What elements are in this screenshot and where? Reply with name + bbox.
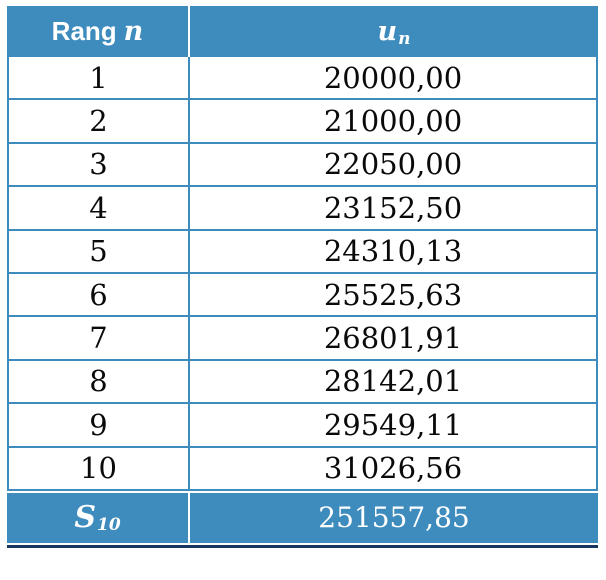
value-cell: 20000,00	[323, 60, 463, 95]
column-header-rank: Rang n	[7, 6, 190, 57]
total-value-cell: 251557,85	[318, 501, 470, 535]
value-cell: 31026,56	[323, 451, 463, 486]
rank-cell: 10	[9, 447, 190, 489]
rank-cell: 8	[9, 360, 190, 403]
table-row: 9 29549,11	[9, 404, 596, 448]
value-cell: 28142,01	[323, 364, 463, 399]
table-row: 3 22050,00	[9, 143, 596, 188]
un-header-variable: u	[377, 16, 398, 47]
sequence-table: Rang n u n 1 20000,00 2 21000,00 3 22050…	[7, 6, 598, 548]
table-body: 1 20000,00 2 21000,00 3 22050,00 4 23152…	[7, 57, 598, 491]
table-total-row: S 10 251557,85	[7, 492, 598, 543]
total-label-cell: S 10	[7, 492, 190, 543]
table-row: 5 24310,13	[9, 230, 596, 274]
rank-cell: 2	[9, 100, 190, 142]
rank-header-label: Rang	[51, 16, 117, 46]
rank-cell: 4	[9, 187, 190, 229]
value-cell: 26801,91	[323, 321, 463, 356]
rank-cell: 7	[9, 317, 190, 359]
value-cell: 22050,00	[323, 147, 463, 182]
value-cell: 24310,13	[323, 234, 463, 269]
column-header-un: u n	[190, 6, 598, 57]
table-row: 1 20000,00	[9, 57, 596, 101]
table-row: 10 31026,56	[9, 447, 596, 491]
value-cell: 25525,63	[323, 277, 463, 312]
rank-cell: 1	[9, 57, 190, 99]
rank-cell: 3	[9, 143, 190, 186]
value-cell: 29549,11	[323, 407, 463, 442]
bottom-border-rule	[7, 544, 598, 548]
table-row: 6 25525,63	[9, 273, 596, 318]
value-cell: 23152,50	[323, 190, 463, 225]
table-row: 2 21000,00	[9, 100, 596, 144]
rank-header-variable: n	[123, 16, 144, 47]
un-header-subscript: n	[398, 29, 411, 49]
rank-cell: 5	[9, 230, 190, 272]
table-row: 4 23152,50	[9, 187, 596, 231]
table-row: 8 28142,01	[9, 360, 596, 405]
sum-subscript: 10	[97, 514, 121, 535]
sum-symbol: S	[74, 500, 96, 536]
table-row: 7 26801,91	[9, 317, 596, 361]
rank-cell: 9	[9, 404, 190, 446]
table-header-row: Rang n u n	[7, 6, 598, 57]
rank-cell: 6	[9, 273, 190, 316]
value-cell: 21000,00	[323, 104, 463, 139]
